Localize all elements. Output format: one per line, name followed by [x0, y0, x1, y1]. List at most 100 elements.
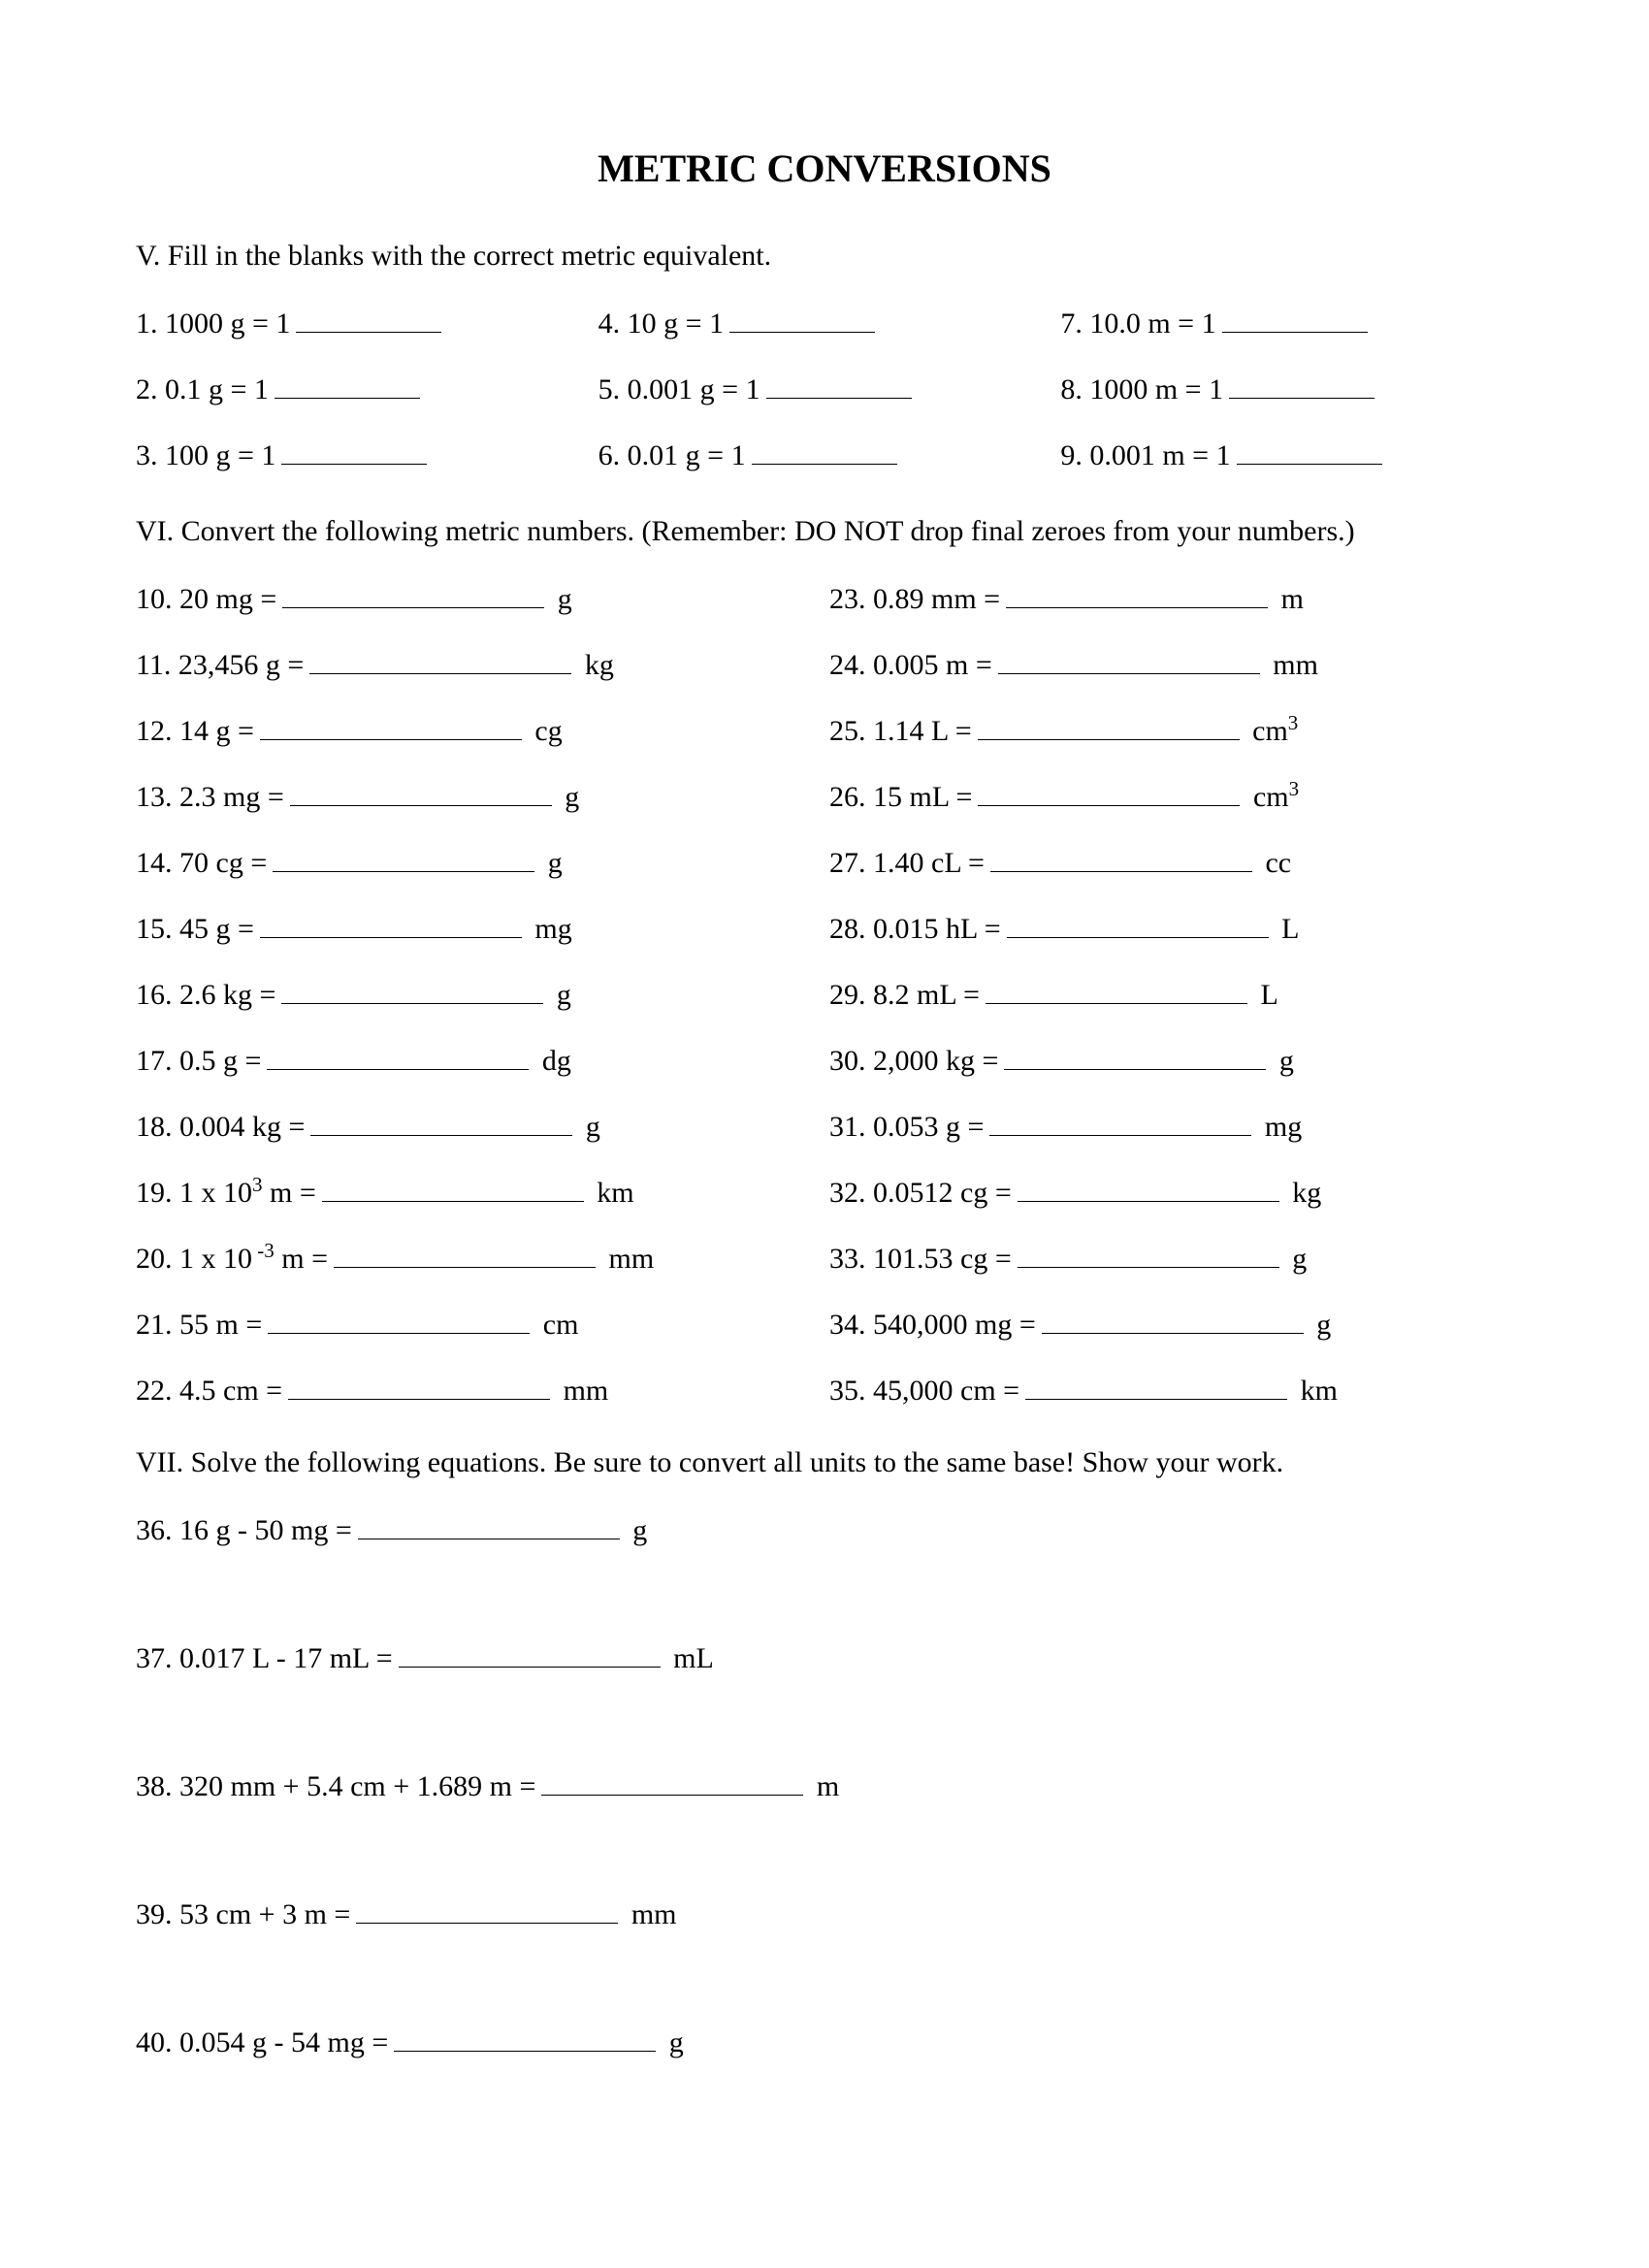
q34-blank[interactable]	[1042, 1301, 1304, 1334]
q2-text: 2. 0.1 g = 1	[136, 373, 269, 405]
q38-blank[interactable]	[541, 1763, 803, 1796]
q26-exp: 3	[1289, 777, 1300, 800]
q40-blank[interactable]	[394, 2019, 656, 2052]
q14-blank[interactable]	[273, 839, 534, 872]
q39-pre: 39. 53 cm + 3 m =	[136, 1898, 350, 1930]
worksheet-page: METRIC CONVERSIONS V. Fill in the blanks…	[0, 0, 1649, 2268]
q13-pre: 13. 2.3 mg =	[136, 781, 284, 813]
q25-post: cm	[1252, 715, 1288, 747]
q12-post: cg	[534, 715, 562, 747]
q20: 20. 1 x 10 -3 m = mm	[136, 1235, 820, 1276]
q29: 29. 8.2 mL = L	[829, 971, 1513, 1012]
q24: 24. 0.005 m = mm	[829, 641, 1513, 682]
q7-blank[interactable]	[1222, 300, 1368, 333]
q28-post: L	[1281, 913, 1299, 945]
q21-blank[interactable]	[268, 1301, 530, 1334]
q9-blank[interactable]	[1237, 432, 1382, 465]
q12: 12. 14 g = cg	[136, 707, 820, 748]
q10-post: g	[558, 583, 572, 615]
q39-blank[interactable]	[356, 1891, 618, 1924]
q39-post: mm	[631, 1898, 677, 1930]
section-v-instructions: V. Fill in the blanks with the correct m…	[136, 240, 1513, 273]
q9: 9. 0.001 m = 1	[1060, 432, 1513, 472]
q2-blank[interactable]	[275, 366, 420, 399]
q29-blank[interactable]	[986, 971, 1247, 1004]
q23-post: m	[1281, 583, 1304, 615]
q18: 18. 0.004 kg = g	[136, 1103, 820, 1144]
q8-blank[interactable]	[1229, 366, 1374, 399]
q30-pre: 30. 2,000 kg =	[829, 1045, 998, 1077]
q32: 32. 0.0512 cg = kg	[829, 1169, 1513, 1210]
q1: 1. 1000 g = 1	[136, 300, 589, 340]
q36-blank[interactable]	[358, 1507, 620, 1539]
q18-pre: 18. 0.004 kg =	[136, 1111, 305, 1143]
q33: 33. 101.53 cg = g	[829, 1235, 1513, 1276]
q31-pre: 31. 0.053 g =	[829, 1111, 984, 1143]
q15-blank[interactable]	[260, 905, 522, 938]
q27-blank[interactable]	[990, 839, 1252, 872]
q17-pre: 17. 0.5 g =	[136, 1045, 261, 1077]
q2: 2. 0.1 g = 1	[136, 366, 589, 406]
q32-blank[interactable]	[1018, 1169, 1279, 1202]
q10-pre: 10. 20 mg =	[136, 583, 276, 615]
q20-blank[interactable]	[334, 1235, 596, 1268]
q26-post: cm	[1253, 781, 1289, 813]
q20-post: mm	[609, 1243, 655, 1275]
section-vii-list: 36. 16 g - 50 mg = g 37. 0.017 L - 17 mL…	[136, 1507, 1513, 2059]
q22-blank[interactable]	[288, 1367, 550, 1400]
q35: 35. 45,000 cm = km	[829, 1367, 1513, 1408]
q34-post: g	[1316, 1309, 1331, 1341]
q5-text: 5. 0.001 g = 1	[598, 373, 760, 405]
q1-text: 1. 1000 g = 1	[136, 308, 290, 340]
q31-blank[interactable]	[989, 1103, 1251, 1136]
q23-pre: 23. 0.89 mm =	[829, 583, 1000, 615]
q30-post: g	[1279, 1045, 1294, 1077]
q16-blank[interactable]	[281, 971, 543, 1004]
q3-blank[interactable]	[281, 432, 427, 465]
q28-pre: 28. 0.015 hL =	[829, 913, 1001, 945]
q13-blank[interactable]	[290, 773, 552, 806]
q6-blank[interactable]	[752, 432, 897, 465]
q40-pre: 40. 0.054 g - 54 mg =	[136, 2026, 388, 2058]
q24-pre: 24. 0.005 m =	[829, 649, 992, 681]
q4-blank[interactable]	[729, 300, 875, 333]
q26-blank[interactable]	[978, 773, 1240, 806]
q11-post: kg	[585, 649, 614, 681]
q17-blank[interactable]	[267, 1037, 529, 1070]
q25-blank[interactable]	[978, 707, 1240, 740]
q20-mid: m =	[275, 1243, 328, 1275]
q16-post: g	[557, 979, 571, 1011]
q30-blank[interactable]	[1004, 1037, 1266, 1070]
q14-pre: 14. 70 cg =	[136, 847, 267, 879]
q11-blank[interactable]	[309, 641, 571, 674]
q14-post: g	[548, 847, 563, 879]
q35-blank[interactable]	[1025, 1367, 1287, 1400]
q25-exp: 3	[1288, 711, 1299, 734]
q17-post: dg	[542, 1045, 571, 1077]
q38-post: m	[817, 1770, 839, 1802]
q26-pre: 26. 15 mL =	[829, 781, 972, 813]
q24-blank[interactable]	[998, 641, 1260, 674]
q17: 17. 0.5 g = dg	[136, 1037, 820, 1078]
q11-pre: 11. 23,456 g =	[136, 649, 304, 681]
q10-blank[interactable]	[282, 575, 544, 608]
q19-blank[interactable]	[322, 1169, 584, 1202]
q8: 8. 1000 m = 1	[1060, 366, 1513, 406]
q31-post: mg	[1265, 1111, 1302, 1143]
q3-text: 3. 100 g = 1	[136, 439, 275, 471]
q12-blank[interactable]	[260, 707, 522, 740]
q19-pre: 19. 1 x 10	[136, 1177, 252, 1209]
q38: 38. 320 mm + 5.4 cm + 1.689 m = m	[136, 1763, 1513, 1803]
q28-blank[interactable]	[1007, 905, 1269, 938]
q5-blank[interactable]	[766, 366, 912, 399]
q1-blank[interactable]	[296, 300, 441, 333]
q37-blank[interactable]	[399, 1635, 661, 1668]
q23-blank[interactable]	[1006, 575, 1268, 608]
q13: 13. 2.3 mg = g	[136, 773, 820, 814]
q33-pre: 33. 101.53 cg =	[829, 1243, 1012, 1275]
q11: 11. 23,456 g = kg	[136, 641, 820, 682]
q31: 31. 0.053 g = mg	[829, 1103, 1513, 1144]
q18-blank[interactable]	[310, 1103, 572, 1136]
q33-blank[interactable]	[1018, 1235, 1279, 1268]
q34: 34. 540,000 mg = g	[829, 1301, 1513, 1342]
